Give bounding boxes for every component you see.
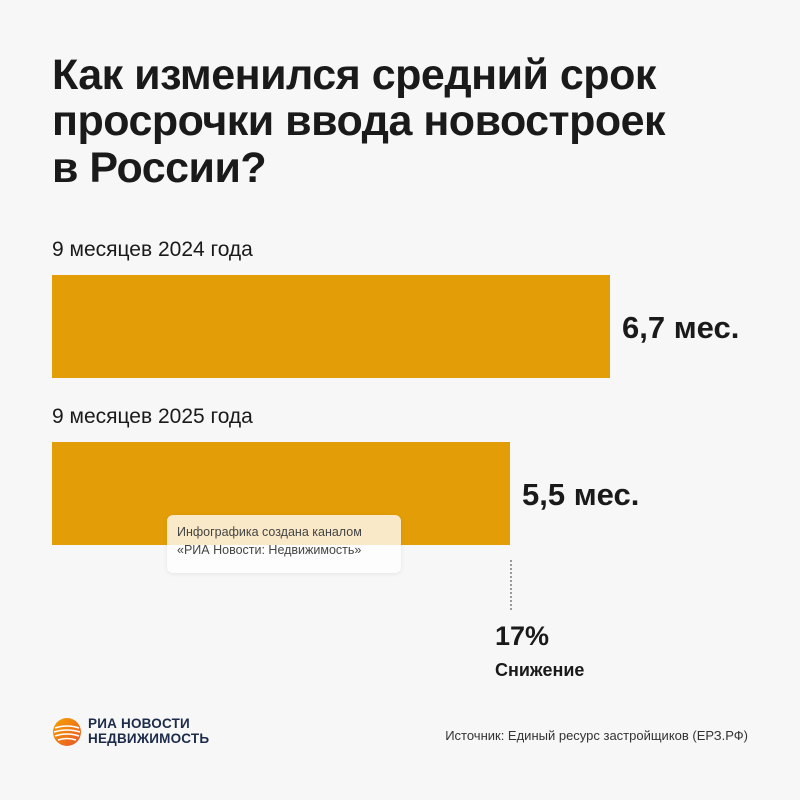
watermark-line: Инфографика создана каналом	[177, 525, 362, 539]
brand-name: РИА НОВОСТИ НЕДВИЖИМОСТЬ	[88, 716, 210, 747]
value-label: 6,7 мес.	[622, 310, 740, 345]
brand-line: РИА НОВОСТИ	[88, 716, 190, 732]
source-note: Источник: Единый ресурс застройщиков (ЕР…	[445, 728, 748, 743]
value-label: 5,5 мес.	[522, 477, 640, 512]
category-label: 9 месяцев 2025 года	[52, 405, 253, 428]
change-percent: 17%	[495, 621, 550, 651]
title-line: в России?	[52, 143, 267, 192]
chart-title: Как изменился средний срок просрочки вво…	[52, 51, 752, 192]
watermark: Инфографика создана каналом «РИА Новости…	[167, 515, 401, 573]
title-line: Как изменился средний срок	[52, 51, 656, 99]
bar-2024	[52, 275, 610, 378]
category-label: 9 месяцев 2024 года	[52, 238, 253, 261]
title-line: просрочки ввода новостроек	[52, 97, 666, 146]
brand: РИА НОВОСТИ НЕДВИЖИМОСТЬ	[52, 716, 210, 747]
brand-line: НЕДВИЖИМОСТЬ	[88, 731, 210, 746]
ria-novosti-logo-icon	[53, 718, 81, 746]
change-label: Снижение	[495, 660, 585, 680]
watermark-line: «РИА Новости: Недвижимость»	[177, 543, 362, 558]
change-indicator-line	[510, 560, 512, 610]
